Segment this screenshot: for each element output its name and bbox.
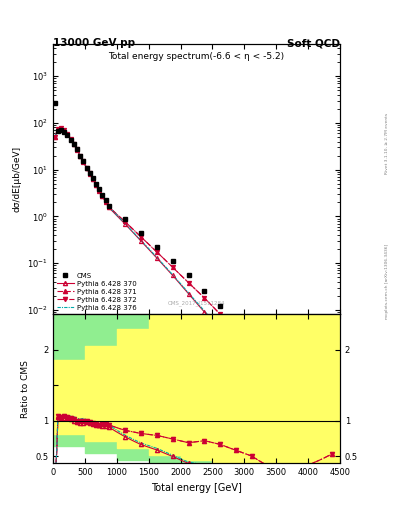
Legend: CMS, Pythia 6.428 370, Pythia 6.428 371, Pythia 6.428 372, Pythia 6.428 376: CMS, Pythia 6.428 370, Pythia 6.428 371,… [57,272,136,311]
CMS [59,126,63,133]
CMS [90,175,95,181]
CMS [138,229,143,236]
CMS [84,165,89,171]
Text: mcplots.cern.ch [arXiv:1306.3436]: mcplots.cern.ch [arXiv:1306.3436] [385,244,389,319]
CMS [218,303,223,309]
CMS [78,153,83,159]
CMS [234,317,239,323]
Line: CMS: CMS [52,100,334,397]
CMS [100,191,105,198]
CMS [103,197,108,203]
Text: Rivet 3.1.10, ≥ 2.7M events: Rivet 3.1.10, ≥ 2.7M events [385,113,389,174]
CMS [81,158,86,164]
CMS [202,288,207,294]
CMS [107,203,111,209]
Y-axis label: dσ/dE[μb/GeV]: dσ/dE[μb/GeV] [13,146,22,212]
CMS [65,132,70,138]
CMS [75,146,79,153]
CMS [330,392,334,398]
CMS [154,244,159,250]
Text: Total energy spectrum(-6.6 < η < -5.2): Total energy spectrum(-6.6 < η < -5.2) [108,52,285,60]
CMS [94,181,99,187]
X-axis label: Total energy [GeV]: Total energy [GeV] [151,483,242,493]
CMS [87,170,92,176]
CMS [250,331,255,337]
Text: 13000 GeV pp: 13000 GeV pp [53,38,135,49]
CMS [97,186,102,193]
Text: Soft QCD: Soft QCD [287,38,340,49]
Y-axis label: Ratio to CMS: Ratio to CMS [20,360,29,418]
CMS [52,100,57,106]
CMS [123,216,127,222]
CMS [62,129,66,135]
CMS [186,272,191,279]
Text: CMS_2017_I1511284: CMS_2017_I1511284 [168,301,225,306]
CMS [55,127,60,134]
CMS [68,137,73,143]
CMS [72,141,76,147]
CMS [282,350,286,356]
CMS [170,258,175,264]
